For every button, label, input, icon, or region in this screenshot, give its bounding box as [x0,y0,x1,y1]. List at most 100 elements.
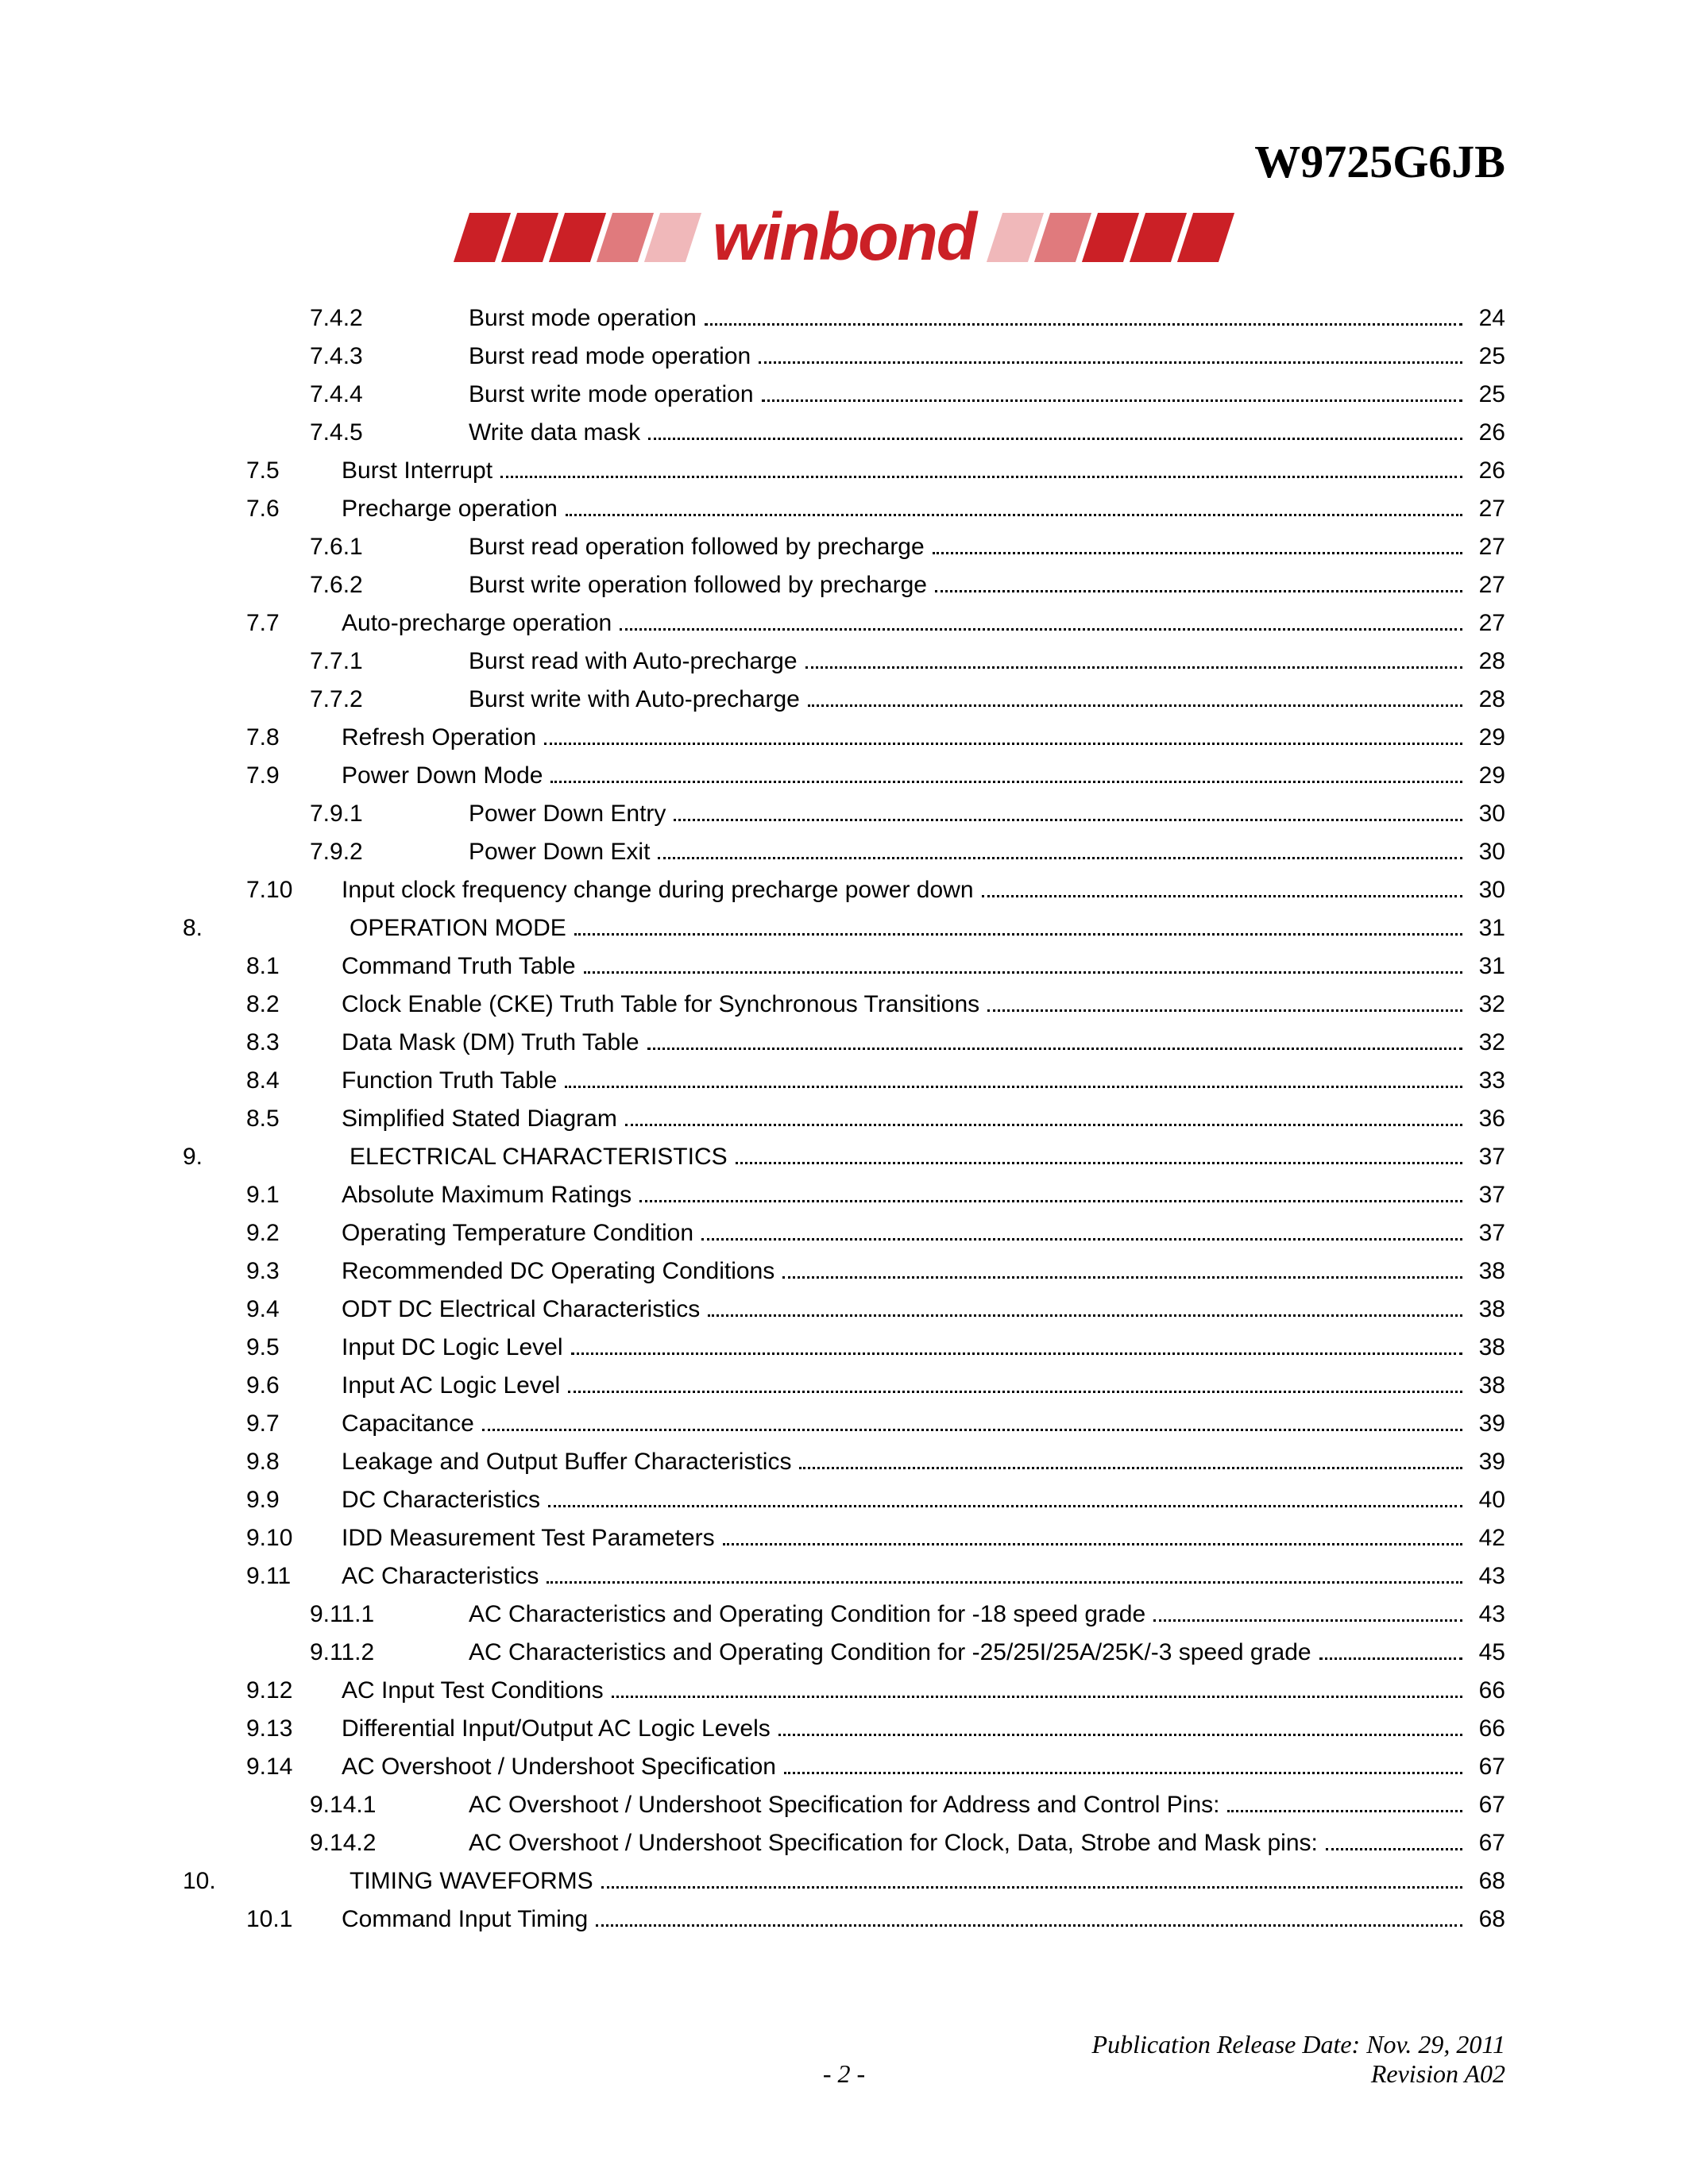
toc-entry: 8.2Clock Enable (CKE) Truth Table for Sy… [183,986,1505,1024]
toc-entry-page: 66 [1466,1679,1505,1703]
toc-entry-number: 10. [183,1870,278,1893]
toc-entry-page: 24 [1466,307,1505,330]
toc-leader-dots [935,576,1462,592]
logo-slash [1082,213,1139,262]
toc-leader-dots [596,1910,1462,1927]
toc-entry-number: 9.1 [183,1183,342,1207]
toc-leader-dots [782,1262,1462,1279]
toc-entry-number: 8.3 [183,1031,342,1055]
toc-entry-title: Burst write with Auto-precharge [469,688,805,712]
toc-entry: 7.9Power Down Mode29 [183,757,1505,795]
toc-leader-dots [1326,1834,1462,1850]
toc-entry-title: Function Truth Table [342,1069,562,1093]
logo-slashes-left [462,213,693,262]
toc-entry-title: Simplified Stated Diagram [342,1107,622,1131]
toc-entry: 9.14.1AC Overshoot / Undershoot Specific… [183,1786,1505,1824]
toc-entry-number: 10.1 [183,1908,342,1931]
toc-entry-number: 7.9.2 [183,840,469,864]
toc-entry-page: 32 [1466,1031,1505,1055]
toc-leader-dots [648,423,1462,440]
toc-entry: 7.9.1Power Down Entry30 [183,795,1505,833]
toc-entry-number: 7.7 [183,612,342,635]
toc-entry-number: 7.9 [183,764,342,788]
toc-entry: 9.13Differential Input/Output AC Logic L… [183,1710,1505,1748]
toc-entry-page: 28 [1466,688,1505,712]
toc-entry-page: 40 [1466,1488,1505,1512]
toc-entry-title: Absolute Maximum Ratings [342,1183,636,1207]
toc-entry-number: 7.4.5 [183,421,469,445]
toc-entry: 9.11AC Characteristics43 [183,1557,1505,1596]
toc-entry-number: 8.2 [183,993,342,1017]
logo-slash [1034,213,1091,262]
toc-entry-page: 38 [1466,1298,1505,1322]
toc-entry-title: Input AC Logic Level [342,1374,565,1398]
toc-leader-dots [612,1681,1462,1698]
toc-entry-title: Differential Input/Output AC Logic Level… [342,1717,775,1741]
toc-leader-dots [762,385,1462,402]
logo-slash [597,213,654,262]
toc-entry: 9.12AC Input Test Conditions66 [183,1672,1505,1710]
toc-entry: 7.6.2Burst write operation followed by p… [183,566,1505,604]
toc-entry: 8.1Command Truth Table31 [183,947,1505,986]
toc-entry-number: 9. [183,1145,278,1169]
document-page: W9725G6JB winbond 7.4.2Burst mode operat… [0,0,1688,2184]
toc-entry-page: 37 [1466,1221,1505,1245]
toc-entry: 7.7.2Burst write with Auto-precharge28 [183,681,1505,719]
toc-entry-title: Auto-precharge operation [342,612,616,635]
toc-entry-title: Burst read operation followed by prechar… [469,535,929,559]
logo-slash [454,213,511,262]
toc-entry: 9.9DC Characteristics40 [183,1481,1505,1519]
toc-entry: 7.7Auto-precharge operation27 [183,604,1505,642]
toc-leader-dots [550,766,1462,783]
brand-logo-row: winbond [183,199,1505,276]
toc-entry-title: Burst read mode operation [469,345,755,369]
toc-entry-number: 9.4 [183,1298,342,1322]
toc-leader-dots [601,1872,1462,1889]
toc-entry: 9.ELECTRICAL CHARACTERISTICS37 [183,1138,1505,1176]
toc-entry-title: Burst write mode operation [469,383,759,407]
toc-entry-page: 38 [1466,1260,1505,1283]
toc-entry-title: Burst write operation followed by precha… [469,573,932,597]
toc-entry-title: Burst mode operation [469,307,701,330]
toc-leader-dots [723,1529,1462,1545]
toc-entry-title: AC Input Test Conditions [342,1679,608,1703]
toc-entry-number: 7.6 [183,497,342,521]
toc-entry-number: 9.7 [183,1412,342,1436]
toc-entry-title: AC Overshoot / Undershoot Specification … [469,1831,1323,1855]
toc-entry-number: 9.10 [183,1526,342,1550]
toc-entry: 7.4.4Burst write mode operation25 [183,376,1505,414]
toc-entry-title: ELECTRICAL CHARACTERISTICS [278,1145,732,1169]
toc-entry-page: 29 [1466,764,1505,788]
logo-slash [1130,213,1187,262]
toc-entry-page: 36 [1466,1107,1505,1131]
toc-entry: 9.3Recommended DC Operating Conditions38 [183,1252,1505,1291]
toc-entry: 9.14.2AC Overshoot / Undershoot Specific… [183,1824,1505,1862]
toc-entry-number: 9.9 [183,1488,342,1512]
toc-entry-number: 8.1 [183,955,342,978]
toc-entry-title: Burst Interrupt [342,459,497,483]
toc-entry-page: 43 [1466,1603,1505,1626]
toc-entry-page: 32 [1466,993,1505,1017]
toc-entry-number: 7.4.4 [183,383,469,407]
toc-entry-page: 27 [1466,573,1505,597]
toc-entry-page: 45 [1466,1641,1505,1665]
toc-entry-page: 26 [1466,421,1505,445]
toc-entry-number: 9.5 [183,1336,342,1360]
toc-leader-dots [736,1148,1462,1164]
toc-entry: 8.5Simplified Stated Diagram36 [183,1100,1505,1138]
toc-entry-number: 9.8 [183,1450,342,1474]
toc-entry-number: 9.11.2 [183,1641,469,1665]
toc-entry-page: 29 [1466,726,1505,750]
toc-entry: 10.TIMING WAVEFORMS68 [183,1862,1505,1900]
toc-entry-page: 27 [1466,535,1505,559]
toc-entry-page: 30 [1466,840,1505,864]
toc-leader-dots [500,461,1462,478]
logo-slash [549,213,606,262]
toc-entry-number: 9.14 [183,1755,342,1779]
toc-entry: 9.14AC Overshoot / Undershoot Specificat… [183,1748,1505,1786]
toc-leader-dots [799,1453,1462,1469]
toc-entry-number: 7.4.3 [183,345,469,369]
toc-leader-dots [784,1758,1462,1774]
toc-leader-dots [1227,1796,1462,1812]
toc-entry-number: 7.8 [183,726,342,750]
